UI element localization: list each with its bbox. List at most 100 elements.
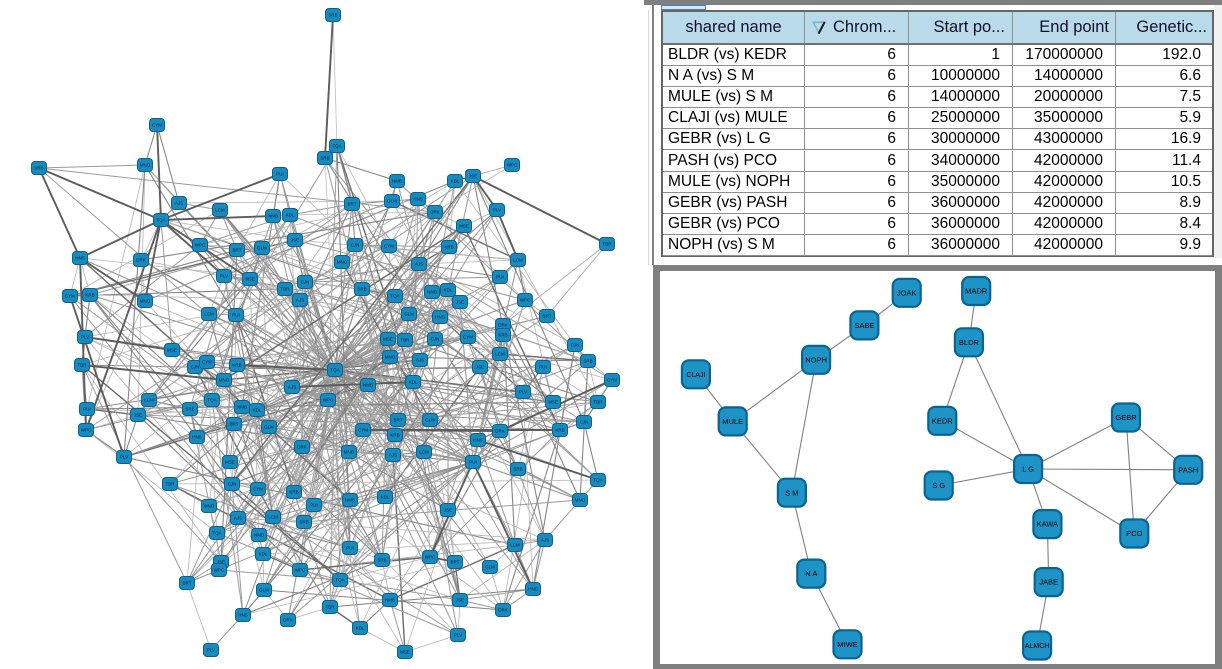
svg-text:NMB: NMB (254, 533, 264, 538)
svg-text:KDL: KDL (286, 213, 295, 218)
svg-text:TBR: TBR (401, 338, 411, 343)
svg-text:NMB: NMB (427, 290, 437, 295)
svg-text:DRK: DRK (498, 323, 508, 328)
svg-text:TQA: TQA (330, 368, 339, 373)
svg-text:AJS: AJS (541, 538, 549, 543)
svg-text:TQA: TQA (156, 218, 165, 223)
svg-text:PUI: PUI (496, 275, 504, 280)
svg-text:CJN: CJN (431, 337, 440, 342)
svg-text:MSE: MSE (245, 277, 255, 282)
svg-text:KDL: KDL (356, 626, 365, 631)
svg-text:SRB: SRB (513, 467, 522, 472)
svg-text:L G: L G (1022, 465, 1034, 474)
svg-text:NMB: NMB (345, 498, 355, 503)
svg-text:GEBR: GEBR (1115, 413, 1137, 422)
svg-text:WPC: WPC (195, 243, 206, 248)
svg-text:KEDR: KEDR (932, 416, 953, 425)
svg-text:JSE: JSE (456, 300, 464, 305)
svg-text:TQA: TQA (593, 478, 602, 483)
svg-text:HNS: HNS (192, 435, 202, 440)
svg-text:JSE: JSE (444, 508, 452, 513)
svg-text:CJN: CJN (580, 420, 589, 425)
svg-text:PUI: PUI (276, 172, 284, 177)
svg-text:BLDR: BLDR (959, 338, 980, 347)
svg-text:DRK: DRK (495, 429, 505, 434)
svg-text:CJN: CJN (301, 280, 310, 285)
svg-text:JSE: JSE (456, 598, 464, 603)
svg-text:JOAK: JOAK (897, 288, 917, 297)
svg-text:WPC: WPC (295, 568, 306, 573)
svg-text:KAWA: KAWA (1037, 520, 1059, 529)
svg-text:DRK: DRK (498, 608, 508, 613)
svg-text:WPC: WPC (81, 428, 92, 433)
svg-text:CYM: CYM (202, 360, 212, 365)
svg-text:LCM: LCM (513, 258, 523, 263)
svg-text:LCM: LCM (204, 312, 214, 317)
svg-text:GLM: GLM (257, 246, 267, 251)
svg-text:HNS: HNS (75, 256, 85, 261)
svg-text:MSE: MSE (400, 650, 410, 655)
svg-text:GLM: GLM (264, 425, 274, 430)
svg-text:BRT: BRT (230, 422, 239, 427)
svg-text:CJN: CJN (191, 365, 200, 370)
svg-text:PUI: PUI (310, 503, 318, 508)
svg-text:KRB: KRB (555, 428, 564, 433)
svg-text:GLM: GLM (387, 199, 397, 204)
svg-text:TQA: TQA (390, 294, 399, 299)
svg-text:KRB: KRB (34, 166, 43, 171)
svg-text:PLV: PLV (120, 455, 128, 460)
svg-text:MNO: MNO (385, 355, 396, 360)
svg-text:TBR: TBR (166, 482, 176, 487)
svg-text:BRT: BRT (183, 581, 192, 586)
svg-text:JSE: JSE (469, 174, 477, 179)
svg-text:KRB: KRB (444, 245, 453, 250)
svg-text:KDL: KDL (253, 408, 262, 413)
svg-text:SRB: SRB (185, 407, 194, 412)
svg-text:MNO: MNO (204, 504, 215, 509)
svg-text:MNO: MNO (140, 163, 151, 168)
svg-text:NMB: NMB (268, 214, 278, 219)
svg-text:CYM: CYM (152, 123, 162, 128)
svg-text:LCM: LCM (268, 515, 278, 520)
svg-text:HNS: HNS (238, 613, 248, 618)
svg-text:TBR: TBR (603, 242, 613, 247)
svg-text:KRB: KRB (232, 363, 241, 368)
svg-text:JSE: JSE (291, 238, 299, 243)
svg-text:PLV: PLV (220, 274, 228, 279)
svg-text:WPC: WPC (520, 298, 531, 303)
svg-text:HNS: HNS (413, 197, 423, 202)
svg-text:WPC: WPC (507, 163, 518, 168)
svg-text:AJS: AJS (288, 385, 296, 390)
svg-text:DRK: DRK (283, 618, 293, 623)
svg-text:BRT: BRT (233, 248, 242, 253)
svg-text:CJN: CJN (571, 343, 580, 348)
svg-text:BRT: BRT (348, 202, 357, 207)
svg-text:NMB: NMB (363, 383, 373, 388)
svg-text:KRB: KRB (390, 433, 399, 438)
svg-text:PUI: PUI (346, 546, 354, 551)
svg-text:SRB: SRB (377, 558, 386, 563)
svg-text:PLV: PLV (493, 208, 501, 213)
svg-text:CYM: CYM (607, 378, 617, 383)
svg-text:KRB: KRB (498, 333, 507, 338)
svg-text:PLV: PLV (81, 335, 89, 340)
svg-text:GLM: GLM (404, 312, 414, 317)
svg-text:TBR: TBR (326, 605, 336, 610)
svg-text:TQA: TQA (335, 578, 344, 583)
svg-text:AJS: AJS (416, 358, 424, 363)
svg-text:CLAJI: CLAJI (686, 372, 705, 379)
svg-text:DRK: DRK (297, 445, 307, 450)
svg-text:TQA: TQA (212, 531, 221, 536)
svg-text:AJS: AJS (415, 262, 423, 267)
svg-text:MNO: MNO (344, 450, 355, 455)
svg-text:SRB: SRB (357, 287, 366, 292)
svg-text:MNO: MNO (140, 299, 151, 304)
svg-text:NOPH: NOPH (805, 355, 827, 364)
svg-text:MNO: MNO (219, 378, 230, 383)
svg-text:GLM: GLM (485, 565, 495, 570)
svg-text:TBR: TBR (78, 363, 88, 368)
svg-text:MSE: MSE (225, 460, 235, 465)
svg-text:SRB: SRB (320, 156, 329, 161)
svg-text:KRB: KRB (85, 293, 94, 298)
svg-text:BRT: BRT (451, 560, 460, 565)
